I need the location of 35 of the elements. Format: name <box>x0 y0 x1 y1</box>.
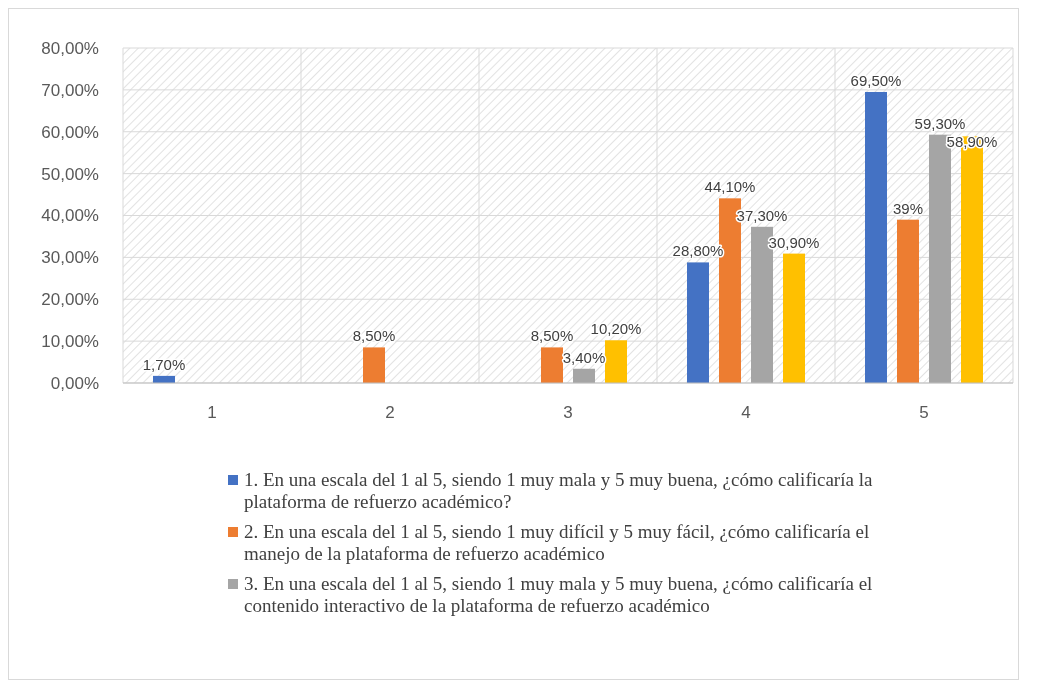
y-tick-label: 50,00% <box>41 164 99 184</box>
y-tick-label: 70,00% <box>41 80 99 100</box>
bar <box>363 347 385 383</box>
y-tick-label: 10,00% <box>41 332 99 352</box>
data-label: 69,50% <box>850 71 902 89</box>
x-tick-label: 3 <box>563 403 573 422</box>
x-tick-label: 4 <box>741 403 751 422</box>
y-tick-label: 60,00% <box>41 122 99 142</box>
data-label: 8,50% <box>530 327 574 345</box>
bar <box>687 262 709 383</box>
x-tick-label: 5 <box>919 403 929 422</box>
y-tick-label: 40,00% <box>41 206 99 226</box>
y-tick-label: 20,00% <box>41 290 99 310</box>
y-tick-label: 80,00% <box>41 38 99 58</box>
data-label: 44,10% <box>704 178 756 196</box>
bar <box>865 91 887 383</box>
data-label: 30,90% <box>768 233 820 251</box>
x-tick-label: 2 <box>385 403 395 422</box>
data-label: 59,30% <box>914 114 966 132</box>
y-tick-label: 0,00% <box>50 373 99 393</box>
legend-label: 1. En una escala del 1 al 5, siendo 1 muy mala y 5 muy buena, ¿cómo calificaría la plataforma de refuerzo académico? <box>244 469 873 512</box>
data-label: 8,50% <box>352 327 396 345</box>
y-tick-label: 30,00% <box>41 248 99 268</box>
legend-label: 3. En una escala del 1 al 5, siendo 1 muy mala y 5 muy buena, ¿cómo calificaría el contenido interactivo de la plataforma de refuerzo académico <box>244 573 873 616</box>
legend-label: 2. En una escala del 1 al 5, siendo 1 muy difícil y 5 muy fácil, ¿cómo calificaría el manejo de la plataforma de refuerzo académico <box>244 521 870 564</box>
bar <box>541 347 563 383</box>
x-tick-label: 1 <box>207 403 217 422</box>
data-label: 3,40% <box>562 348 606 366</box>
bar <box>605 340 627 383</box>
bar <box>573 368 595 383</box>
data-label: 10,20% <box>590 320 642 338</box>
bar <box>783 253 805 383</box>
data-label: 39% <box>892 199 924 217</box>
data-label: 1,70% <box>142 355 186 373</box>
bar <box>897 219 919 383</box>
